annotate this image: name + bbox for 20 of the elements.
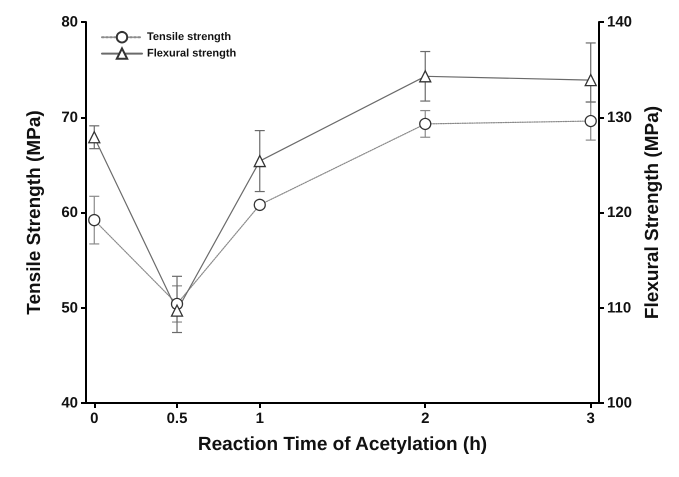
y-tick-label: 60 — [61, 204, 78, 221]
y-tick-label: 40 — [61, 394, 78, 412]
x-axis-title: Reaction Time of Acetylation (h) — [198, 434, 488, 455]
legend-label: Tensile strength — [147, 31, 232, 44]
y-axis-title: Tensile Strength (MPa) — [24, 110, 45, 315]
y-tick-label: 70 — [61, 108, 78, 126]
y2-tick-label: 100 — [607, 394, 632, 412]
y-tick-label: 50 — [61, 299, 78, 316]
y2-tick-label: 120 — [607, 204, 632, 221]
y2-tick-label: 140 — [607, 14, 632, 30]
x-tick-label: 3 — [586, 410, 595, 427]
x-tick-label: 2 — [421, 410, 430, 427]
x-tick-label: 0 — [90, 410, 98, 427]
y-tick-label: 80 — [61, 14, 78, 30]
x-tick-label: 0.5 — [166, 410, 188, 427]
y2-tick-label: 130 — [607, 108, 632, 126]
y2-axis-title: Flexural Strength (MPa) — [642, 106, 663, 320]
x-tick-label: 1 — [256, 410, 264, 427]
legend-label: Flexural strength — [147, 48, 237, 60]
y2-tick-label: 110 — [607, 299, 632, 316]
